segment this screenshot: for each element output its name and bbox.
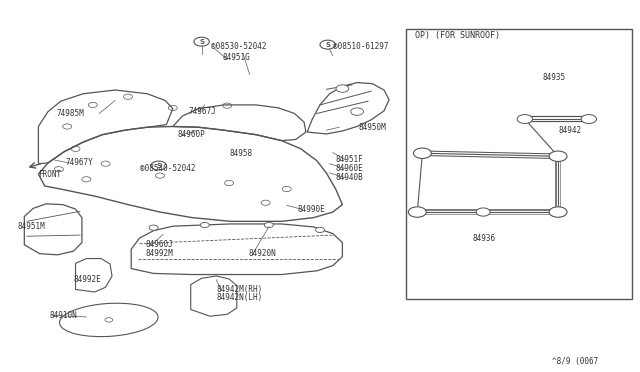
Circle shape xyxy=(581,115,596,124)
Text: 84940B: 84940B xyxy=(336,173,364,182)
Circle shape xyxy=(336,85,349,92)
Circle shape xyxy=(351,108,364,115)
Text: 84936: 84936 xyxy=(472,234,495,243)
Text: 84960J: 84960J xyxy=(146,240,173,249)
Text: 84910N: 84910N xyxy=(50,311,77,320)
Text: 84958: 84958 xyxy=(229,149,252,158)
Text: 84951F: 84951F xyxy=(336,155,364,164)
Text: 84951M: 84951M xyxy=(18,222,45,231)
Circle shape xyxy=(316,227,324,232)
Text: 84935: 84935 xyxy=(543,73,566,82)
Circle shape xyxy=(517,115,532,124)
Circle shape xyxy=(320,40,335,49)
Text: 84942N(LH): 84942N(LH) xyxy=(216,293,262,302)
Text: 84942M(RH): 84942M(RH) xyxy=(216,285,262,294)
Text: ®08510-61297: ®08510-61297 xyxy=(333,42,388,51)
Circle shape xyxy=(200,222,209,228)
Text: 84942: 84942 xyxy=(558,126,581,135)
Text: 84920N: 84920N xyxy=(248,249,276,258)
Text: 84992E: 84992E xyxy=(74,275,101,284)
Text: ®08530-52042: ®08530-52042 xyxy=(211,42,267,51)
Text: OP) (FOR SUNROOF): OP) (FOR SUNROOF) xyxy=(415,31,500,40)
Circle shape xyxy=(194,37,209,46)
Text: ^8/9 (0067: ^8/9 (0067 xyxy=(552,357,598,366)
Text: S: S xyxy=(199,39,204,45)
Text: 74985M: 74985M xyxy=(56,109,84,118)
Text: 84990E: 84990E xyxy=(298,205,325,214)
Bar xyxy=(406,29,632,299)
Circle shape xyxy=(476,208,490,216)
Text: S: S xyxy=(156,163,161,169)
Circle shape xyxy=(549,207,567,217)
Circle shape xyxy=(408,207,426,217)
Circle shape xyxy=(105,318,113,322)
Text: 84960P: 84960P xyxy=(178,130,205,139)
Text: 84951G: 84951G xyxy=(223,53,250,62)
Circle shape xyxy=(549,151,567,161)
Text: FRONT: FRONT xyxy=(38,170,61,179)
Text: S: S xyxy=(325,42,330,48)
Circle shape xyxy=(413,148,431,158)
Circle shape xyxy=(151,161,166,170)
Circle shape xyxy=(264,222,273,228)
Text: 84960E: 84960E xyxy=(336,164,364,173)
Text: 74967J: 74967J xyxy=(189,107,216,116)
Text: ®08540-52042: ®08540-52042 xyxy=(140,164,195,173)
Text: 84950M: 84950M xyxy=(358,123,386,132)
Circle shape xyxy=(149,225,158,230)
Text: 74967Y: 74967Y xyxy=(65,158,93,167)
Text: 84992M: 84992M xyxy=(146,249,173,258)
